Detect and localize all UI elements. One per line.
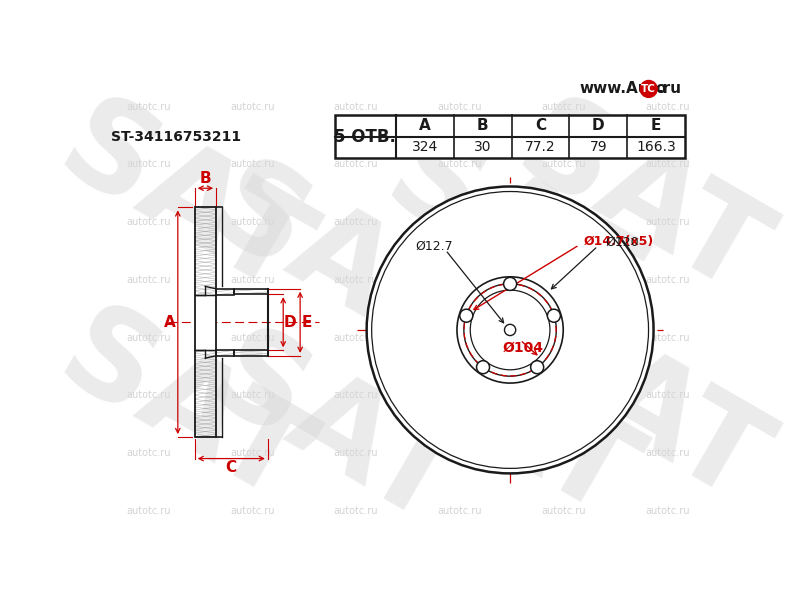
- Text: autotc.ru: autotc.ru: [230, 217, 274, 227]
- Text: TC: TC: [642, 84, 656, 94]
- Bar: [234, 350, 268, 356]
- Text: autotc.ru: autotc.ru: [438, 448, 482, 458]
- Bar: [216, 350, 234, 356]
- Text: .ru: .ru: [658, 82, 682, 97]
- Text: autotc.ru: autotc.ru: [126, 391, 170, 400]
- Text: SAT: SAT: [189, 316, 477, 552]
- Text: SAT: SAT: [366, 116, 654, 352]
- Text: 166.3: 166.3: [636, 140, 676, 154]
- Text: autotc.ru: autotc.ru: [438, 391, 482, 400]
- Text: autotc.ru: autotc.ru: [230, 101, 274, 112]
- Bar: [216, 289, 234, 295]
- Text: autotc.ru: autotc.ru: [542, 332, 586, 343]
- Text: autotc.ru: autotc.ru: [334, 391, 378, 400]
- Text: 5 ОТВ.: 5 ОТВ.: [334, 128, 396, 146]
- Text: autotc.ru: autotc.ru: [334, 506, 378, 516]
- Text: autotc.ru: autotc.ru: [230, 160, 274, 169]
- Circle shape: [640, 80, 657, 97]
- Text: autotc.ru: autotc.ru: [230, 391, 274, 400]
- Text: B: B: [477, 118, 489, 133]
- Text: autotc.ru: autotc.ru: [542, 101, 586, 112]
- Circle shape: [464, 284, 556, 376]
- Text: autotc.ru: autotc.ru: [646, 275, 690, 285]
- Text: autotc.ru: autotc.ru: [646, 217, 690, 227]
- Text: D: D: [592, 118, 605, 133]
- Text: autotc.ru: autotc.ru: [646, 160, 690, 169]
- Text: autotc.ru: autotc.ru: [542, 448, 586, 458]
- Text: D: D: [284, 315, 297, 330]
- Circle shape: [547, 309, 561, 322]
- Text: autotc.ru: autotc.ru: [126, 217, 170, 227]
- Circle shape: [470, 290, 550, 370]
- Circle shape: [366, 187, 654, 473]
- Text: autotc.ru: autotc.ru: [334, 275, 378, 285]
- Text: autotc.ru: autotc.ru: [438, 275, 482, 285]
- Circle shape: [460, 309, 473, 322]
- Text: E: E: [651, 118, 662, 133]
- Circle shape: [457, 277, 563, 383]
- Text: autotc.ru: autotc.ru: [438, 160, 482, 169]
- Text: SAT: SAT: [366, 308, 654, 544]
- Text: autotc.ru: autotc.ru: [646, 101, 690, 112]
- Text: autotc.ru: autotc.ru: [334, 217, 378, 227]
- Text: SAT: SAT: [497, 85, 785, 321]
- Text: autotc.ru: autotc.ru: [126, 506, 170, 516]
- Text: autotc.ru: autotc.ru: [230, 448, 274, 458]
- Text: autotc.ru: autotc.ru: [230, 332, 274, 343]
- Text: SAT: SAT: [39, 85, 326, 321]
- Text: autotc.ru: autotc.ru: [542, 160, 586, 169]
- Text: autotc.ru: autotc.ru: [334, 101, 378, 112]
- Bar: [194, 208, 216, 437]
- Text: Ø120: Ø120: [606, 236, 639, 248]
- Text: SAT: SAT: [497, 293, 785, 529]
- Text: SAT: SAT: [189, 146, 477, 382]
- Text: A: A: [419, 118, 431, 133]
- Text: autotc.ru: autotc.ru: [230, 275, 274, 285]
- Text: autotc.ru: autotc.ru: [126, 332, 170, 343]
- Text: A: A: [164, 315, 176, 330]
- Circle shape: [530, 361, 544, 374]
- Text: autotc.ru: autotc.ru: [542, 506, 586, 516]
- Text: autotc.ru: autotc.ru: [334, 332, 378, 343]
- Circle shape: [503, 277, 517, 290]
- Text: autotc.ru: autotc.ru: [646, 506, 690, 516]
- Text: autotc.ru: autotc.ru: [438, 506, 482, 516]
- Text: C: C: [535, 118, 546, 133]
- Circle shape: [372, 191, 649, 469]
- Bar: [234, 289, 268, 294]
- Text: autotc.ru: autotc.ru: [646, 448, 690, 458]
- Text: SAT: SAT: [39, 293, 326, 529]
- Text: autotc.ru: autotc.ru: [438, 332, 482, 343]
- Text: 324: 324: [412, 140, 438, 154]
- Text: Ø14.7(x5): Ø14.7(x5): [583, 235, 654, 248]
- Text: autotc.ru: autotc.ru: [646, 332, 690, 343]
- Bar: [334, 115, 685, 158]
- Text: autotc.ru: autotc.ru: [334, 448, 378, 458]
- Circle shape: [505, 325, 516, 335]
- Text: E: E: [302, 315, 312, 330]
- Text: B: B: [199, 172, 211, 187]
- Text: autotc.ru: autotc.ru: [126, 275, 170, 285]
- Text: 30: 30: [474, 140, 491, 154]
- Text: autotc.ru: autotc.ru: [542, 391, 586, 400]
- Text: autotc.ru: autotc.ru: [646, 391, 690, 400]
- Text: autotc.ru: autotc.ru: [542, 275, 586, 285]
- Text: ST-34116753211: ST-34116753211: [111, 130, 242, 143]
- Text: C: C: [226, 460, 237, 475]
- Text: 77.2: 77.2: [526, 140, 556, 154]
- Text: 79: 79: [590, 140, 607, 154]
- Text: autotc.ru: autotc.ru: [126, 101, 170, 112]
- Text: Ø12.7: Ø12.7: [415, 239, 453, 253]
- Text: autotc.ru: autotc.ru: [334, 160, 378, 169]
- Text: www.Auto: www.Auto: [579, 82, 666, 97]
- Text: Ø104: Ø104: [502, 341, 544, 355]
- Text: autotc.ru: autotc.ru: [438, 101, 482, 112]
- Circle shape: [477, 361, 490, 374]
- Text: autotc.ru: autotc.ru: [438, 217, 482, 227]
- Text: autotc.ru: autotc.ru: [126, 448, 170, 458]
- Text: autotc.ru: autotc.ru: [230, 506, 274, 516]
- Bar: [194, 295, 216, 350]
- Text: autotc.ru: autotc.ru: [126, 160, 170, 169]
- Text: autotc.ru: autotc.ru: [542, 217, 586, 227]
